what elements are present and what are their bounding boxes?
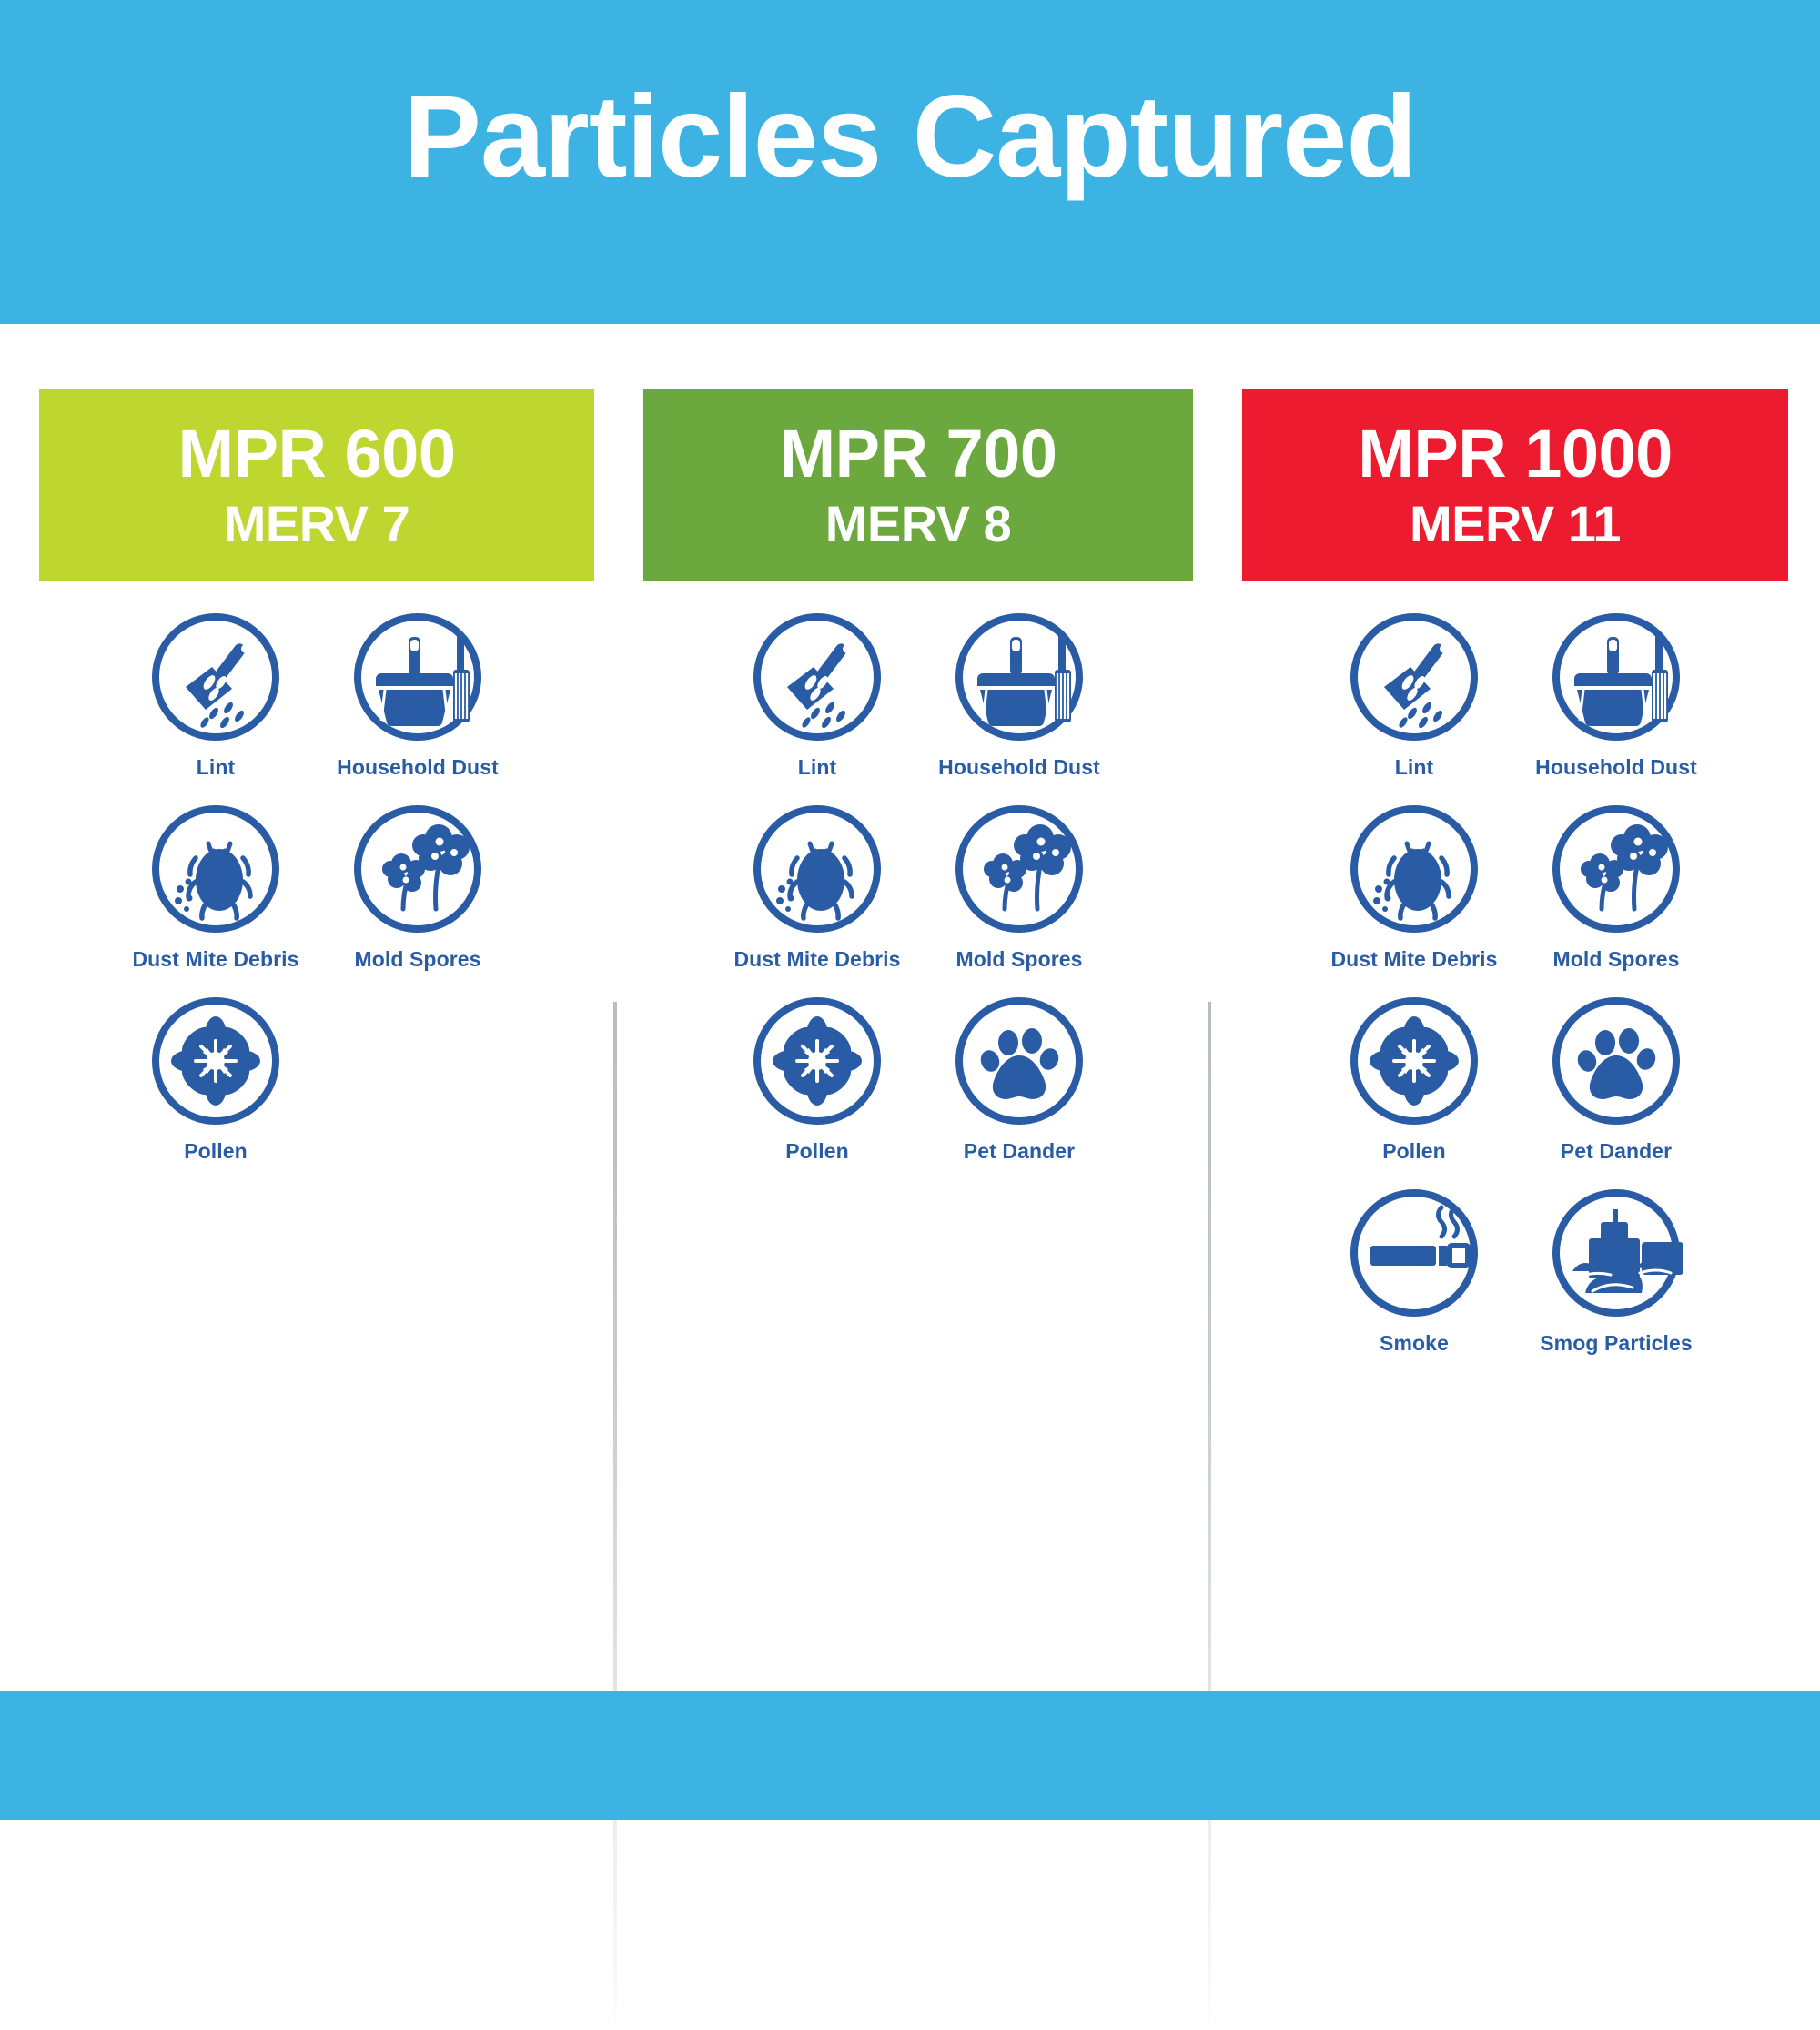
particle-item: Pollen bbox=[115, 994, 317, 1164]
mold-spores-icon bbox=[952, 802, 1087, 936]
page-title: Particles Captured bbox=[403, 72, 1417, 202]
mold-spores-icon bbox=[1549, 802, 1684, 936]
lint-roller-icon bbox=[148, 610, 283, 744]
particle-icon-grid-mpr-600: Lint Household Dust Dust Mite Debris Mold S… bbox=[39, 610, 594, 1164]
particle-label: Pollen bbox=[1382, 1139, 1446, 1163]
dust-mite-icon bbox=[148, 802, 283, 936]
column-divider-2 bbox=[1208, 1002, 1211, 2030]
particle-label: Smog Particles bbox=[1540, 1331, 1693, 1355]
column-header-mpr-600: MPR 600 MERV 7 bbox=[39, 389, 594, 581]
cigarette-smoke-icon bbox=[1347, 1186, 1481, 1320]
column-header-mpr-1000: MPR 1000 MERV 11 bbox=[1242, 389, 1788, 581]
particle-label: Household Dust bbox=[1535, 755, 1697, 779]
particle-label: Household Dust bbox=[938, 755, 1100, 779]
particle-label: Mold Spores bbox=[956, 947, 1083, 971]
particle-item: Household Dust bbox=[1515, 610, 1717, 780]
particle-item: Mold Spores bbox=[317, 802, 519, 972]
pollen-flower-icon bbox=[1347, 994, 1481, 1128]
dust-mite-icon bbox=[1347, 802, 1481, 936]
particle-icon-grid-mpr-1000: Lint Household Dust Dust Mite Debris Mold S… bbox=[1242, 610, 1788, 1356]
dustpan-brush-icon bbox=[350, 610, 485, 744]
particle-label: Dust Mite Debris bbox=[733, 947, 901, 971]
dustpan-brush-icon bbox=[952, 610, 1087, 744]
merv-rating-label: MERV 7 bbox=[223, 495, 410, 552]
particle-label: Mold Spores bbox=[354, 947, 481, 971]
pollen-flower-icon bbox=[148, 994, 283, 1128]
bottom-color-band bbox=[0, 1691, 1820, 1820]
mpr-rating-label: MPR 1000 bbox=[1358, 416, 1673, 491]
lint-roller-icon bbox=[1347, 610, 1481, 744]
particle-label: Lint bbox=[196, 755, 236, 779]
particle-item: Pet Dander bbox=[918, 994, 1120, 1164]
column-divider-1 bbox=[613, 1002, 617, 2030]
smog-city-icon bbox=[1549, 1186, 1684, 1320]
particle-label: Lint bbox=[1394, 755, 1434, 779]
particle-item: Smog Particles bbox=[1515, 1186, 1717, 1356]
particle-item: Dust Mite Debris bbox=[115, 802, 317, 972]
particle-item: Mold Spores bbox=[918, 802, 1120, 972]
particle-item: Dust Mite Debris bbox=[716, 802, 918, 972]
paw-print-icon bbox=[952, 994, 1087, 1128]
particle-label: Dust Mite Debris bbox=[1330, 947, 1498, 971]
paw-print-icon bbox=[1549, 994, 1684, 1128]
mold-spores-icon bbox=[350, 802, 485, 936]
top-color-band bbox=[0, 0, 1820, 324]
mpr-rating-label: MPR 600 bbox=[177, 416, 456, 491]
pollen-flower-icon bbox=[750, 994, 885, 1128]
particle-item: Pet Dander bbox=[1515, 994, 1717, 1164]
particle-label: Mold Spores bbox=[1552, 947, 1680, 971]
column-mpr-1000: MPR 1000 MERV 11 Lint Household Dust Dust … bbox=[1242, 389, 1788, 1356]
particle-label: Dust Mite Debris bbox=[132, 947, 299, 971]
particle-item: Lint bbox=[716, 610, 918, 780]
merv-rating-label: MERV 8 bbox=[824, 495, 1012, 552]
particle-label: Pollen bbox=[785, 1139, 849, 1163]
particle-item: Household Dust bbox=[317, 610, 519, 780]
particle-label: Lint bbox=[797, 755, 837, 779]
particle-label: Household Dust bbox=[337, 755, 499, 779]
particle-label: Smoke bbox=[1380, 1331, 1449, 1355]
particle-item: Mold Spores bbox=[1515, 802, 1717, 972]
merv-rating-label: MERV 11 bbox=[1409, 495, 1622, 552]
lint-roller-icon bbox=[750, 610, 885, 744]
particle-label: Pollen bbox=[184, 1139, 248, 1163]
mpr-rating-label: MPR 700 bbox=[779, 416, 1057, 491]
particle-label: Pet Dander bbox=[1560, 1139, 1673, 1163]
column-mpr-700: MPR 700 MERV 8 Lint Household Dust Dust Mi… bbox=[643, 389, 1193, 1164]
particle-item: Pollen bbox=[716, 994, 918, 1164]
particle-item: Lint bbox=[115, 610, 317, 780]
particle-item: Lint bbox=[1313, 610, 1515, 780]
particle-item: Pollen bbox=[1313, 994, 1515, 1164]
column-mpr-600: MPR 600 MERV 7 Lint Household Dust Dust Mi… bbox=[39, 389, 594, 1164]
particle-icon-grid-mpr-700: Lint Household Dust Dust Mite Debris Mold S… bbox=[643, 610, 1193, 1164]
dust-mite-icon bbox=[750, 802, 885, 936]
particle-item: Household Dust bbox=[918, 610, 1120, 780]
particle-item: Smoke bbox=[1313, 1186, 1515, 1356]
particle-item: Dust Mite Debris bbox=[1313, 802, 1515, 972]
comparison-columns: MPR 600 MERV 7 Lint Household Dust Dust Mi… bbox=[0, 389, 1820, 2030]
column-header-mpr-700: MPR 700 MERV 8 bbox=[643, 389, 1193, 581]
dustpan-brush-icon bbox=[1549, 610, 1684, 744]
particle-label: Pet Dander bbox=[963, 1139, 1076, 1163]
